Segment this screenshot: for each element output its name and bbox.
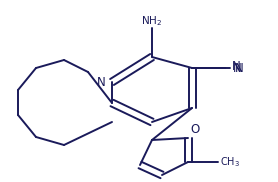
Text: NH$_2$: NH$_2$ <box>142 14 163 28</box>
Text: CH$_3$: CH$_3$ <box>220 155 240 169</box>
Text: N: N <box>233 62 242 74</box>
Text: N: N <box>232 60 241 74</box>
Text: O: O <box>190 123 199 136</box>
Text: N: N <box>97 76 106 88</box>
Text: N: N <box>235 62 244 74</box>
